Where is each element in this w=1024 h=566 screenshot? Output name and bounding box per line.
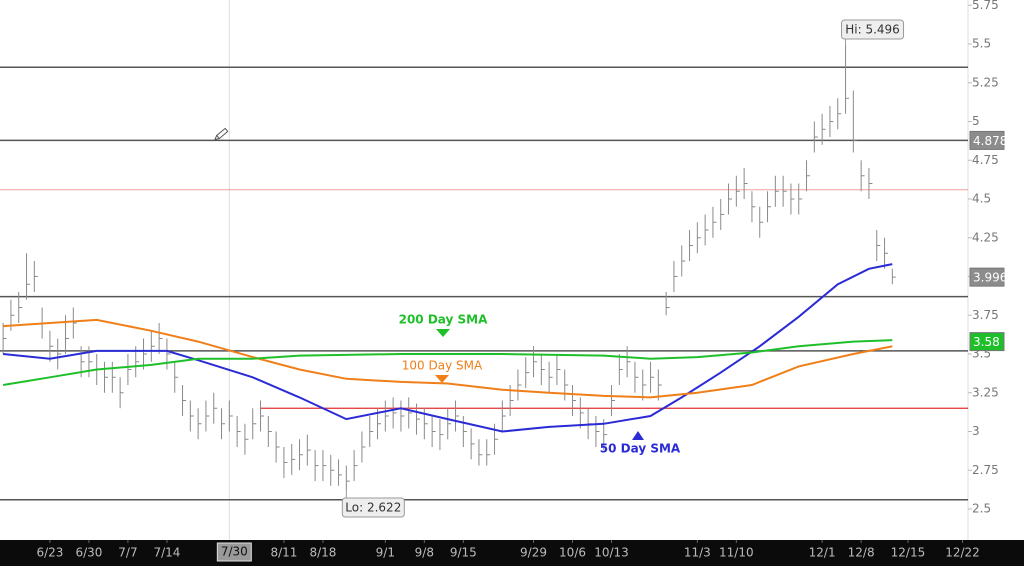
sma-line	[3, 263, 893, 433]
y-tick-label: 3.25	[972, 385, 999, 399]
x-tick-label: 9/8	[415, 546, 434, 560]
lo-label: Lo: 2.622	[345, 501, 401, 515]
crosshair-label-box	[216, 542, 252, 562]
hi-box	[841, 19, 905, 40]
sma-label: 200 Day SMA	[399, 313, 489, 327]
sma-line	[3, 318, 893, 399]
y-tick-label: 3.75	[972, 308, 999, 322]
x-tick-label: 9/15	[450, 546, 477, 560]
x-tick-label: 11/10	[719, 546, 754, 560]
sma-label: 100 Day SMA	[402, 359, 483, 373]
x-tick-label: 11/3	[684, 546, 711, 560]
price-label: 3.58	[973, 335, 1000, 349]
x-tick-label: 9/29	[520, 546, 547, 560]
y-tick-label: 2.75	[972, 463, 999, 477]
price-label-box	[969, 267, 1005, 287]
x-tick-label: 12/15	[891, 546, 926, 560]
x-tick-label: 9/1	[376, 546, 395, 560]
x-tick-label: 12/22	[945, 546, 980, 560]
price-label-box	[969, 332, 1005, 352]
sma-marker	[632, 431, 644, 440]
x-tick-label: 10/13	[594, 546, 629, 560]
y-tick-label: 5.5	[972, 37, 991, 51]
sma-line	[2, 339, 893, 386]
y-tick-label: 4.25	[972, 230, 999, 244]
sma-label: 50 Day SMA	[600, 442, 681, 456]
y-tick-label: 4.5	[972, 192, 991, 206]
y-tick-label: 3	[972, 424, 980, 438]
y-tick-label: 2.5	[972, 502, 991, 516]
pencil-icon	[214, 127, 229, 141]
x-tick-label: 7/14	[153, 546, 180, 560]
x-tick-label: 6/23	[36, 546, 63, 560]
x-tick-label: 10/6	[559, 546, 586, 560]
y-tick-label: 4.75	[972, 153, 999, 167]
lo-box	[341, 497, 405, 518]
x-tick-label: 8/18	[309, 546, 336, 560]
x-tick-label: 12/1	[809, 546, 836, 560]
x-tick-label: 6/30	[75, 546, 102, 560]
x-axis-strip	[0, 540, 1024, 566]
y-tick-label: 5.75	[972, 0, 999, 12]
price-label: 4.878	[973, 134, 1007, 148]
sma-marker	[435, 375, 449, 383]
x-tick-label: 7/7	[118, 546, 137, 560]
price-label-box	[969, 130, 1005, 150]
crosshair-label: 7/30	[221, 545, 248, 559]
hi-label: Hi: 5.496	[845, 23, 900, 37]
sma-marker	[436, 329, 450, 337]
y-tick-label: 5.25	[972, 75, 999, 89]
x-tick-label: 8/11	[270, 546, 297, 560]
x-tick-label: 12/8	[848, 546, 875, 560]
price-label: 3.996	[973, 271, 1007, 285]
y-tick-label: 5	[972, 114, 980, 128]
